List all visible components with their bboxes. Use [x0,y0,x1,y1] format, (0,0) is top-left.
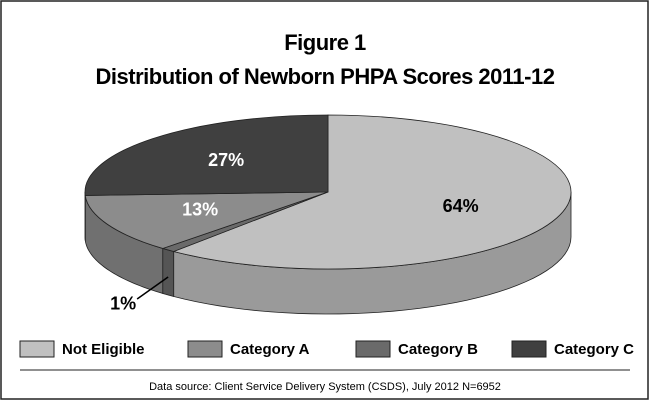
legend-swatch [19,340,55,358]
legend-label: Category C [554,341,634,358]
data-label: 1% [110,294,136,314]
data-label: 64% [443,196,479,216]
legend-swatch [355,340,391,358]
legend-label: Category B [398,341,478,358]
pie-side [162,247,175,297]
source: Data source: Client Service Delivery Sys… [149,381,501,393]
legend-swatch [511,340,547,358]
legend-label: Category A [230,341,310,358]
chart-title: Figure 1 [284,30,366,55]
legend-label: Not Eligible [62,341,145,358]
legend-swatch [187,340,223,358]
chart-subtitle: Distribution of Newborn PHPA Scores 2011… [96,64,555,89]
pie-slice [84,191,329,249]
data-label: 13% [182,200,218,220]
leader-line [136,276,169,300]
pie-slice [172,114,572,270]
pie-slice [84,114,329,196]
data-label: 27% [208,150,244,170]
